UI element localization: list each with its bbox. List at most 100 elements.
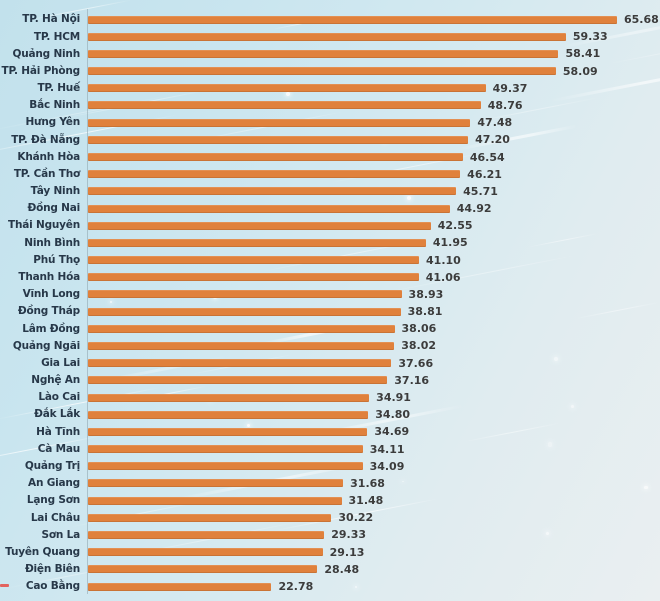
category-label: Sơn La [41, 528, 81, 541]
category-label: Vĩnh Long [22, 288, 81, 301]
bar-row: Quảng Ngãi 38.02 [0, 337, 660, 354]
bar [88, 135, 469, 144]
bar [88, 256, 420, 265]
bar [88, 548, 323, 557]
category-label: Lạng Sơn [26, 494, 80, 507]
bar-row: An Giang 31.68 [0, 475, 660, 492]
bar-row: TP. Đà Nẵng 47.20 [0, 131, 660, 148]
value-label: 46.54 [469, 150, 505, 164]
bar-row: Hưng Yên 47.48 [0, 114, 660, 131]
bar [88, 496, 342, 505]
bar [88, 32, 566, 41]
bar [88, 67, 556, 76]
bar [88, 101, 481, 110]
bar-row: Quảng Ninh 58.41 [0, 45, 660, 62]
category-label: Tây Ninh [30, 185, 81, 198]
category-label: Đồng Tháp [17, 305, 80, 318]
bar [88, 427, 368, 436]
bar [88, 410, 369, 419]
value-label: 31.48 [348, 494, 384, 508]
category-label: Nghệ An [31, 374, 80, 387]
value-label: 41.10 [426, 253, 461, 267]
value-label: 42.55 [437, 219, 473, 233]
bar [88, 118, 471, 127]
value-label: 34.69 [374, 425, 410, 439]
bar [88, 49, 559, 58]
category-label: An Giang [28, 477, 80, 490]
category-label: TP. Đà Nẵng [11, 133, 80, 146]
category-label: Lai Châu [30, 511, 80, 524]
bar-row: Sơn La 29.33 [0, 526, 660, 543]
category-label: Lào Cai [38, 391, 80, 404]
bar [88, 290, 402, 299]
value-label: 41.06 [425, 270, 461, 284]
value-label: 34.80 [375, 408, 411, 422]
value-label: 59.33 [572, 30, 608, 44]
bar-row: Đắk Lắk 34.80 [0, 406, 660, 423]
bar-row: Vĩnh Long 38.93 [0, 286, 660, 303]
category-label: Quảng Ngãi [12, 339, 80, 352]
value-label: 28.48 [324, 562, 360, 576]
bar-row: Điện Biên 28.48 [0, 561, 660, 578]
value-label: 58.09 [562, 64, 598, 78]
y-axis-line [87, 9, 88, 594]
value-label: 22.78 [278, 580, 314, 594]
value-label: 38.81 [407, 305, 443, 319]
bar-row: Thanh Hóa 41.06 [0, 269, 660, 286]
value-label: 38.93 [408, 287, 444, 301]
value-label: 58.41 [565, 47, 601, 61]
bar-row: Lâm Đồng 38.06 [0, 320, 660, 337]
category-label: TP. Hải Phòng [1, 64, 81, 77]
category-label: TP. Huế [37, 82, 80, 95]
category-label: Thanh Hóa [18, 271, 80, 284]
category-label: Quảng Ninh [12, 47, 81, 60]
value-label: 37.66 [398, 356, 434, 370]
category-label: Bắc Ninh [29, 99, 80, 112]
category-label: TP. Cần Thơ [13, 167, 80, 180]
bar-row: Nghệ An 37.16 [0, 372, 660, 389]
value-label: 47.20 [475, 133, 510, 147]
value-label: 49.37 [492, 81, 528, 95]
bar [88, 307, 401, 316]
category-label: Hà Tĩnh [36, 425, 80, 438]
bar [88, 445, 363, 454]
category-label: Ninh Bình [24, 236, 80, 249]
bar [88, 324, 395, 333]
bar-row: Gia Lai 37.66 [0, 355, 660, 372]
category-label: Phú Thọ [33, 253, 80, 266]
value-label: 47.48 [477, 116, 513, 130]
value-label: 45.71 [463, 184, 498, 198]
bar [88, 15, 617, 24]
bar [88, 238, 426, 247]
category-label: Tuyên Quang [5, 545, 80, 558]
value-label: 29.13 [329, 545, 365, 559]
value-label: 38.06 [401, 322, 437, 336]
value-label: 65.68 [624, 13, 659, 27]
bar [88, 204, 450, 213]
red-dash-decor [0, 584, 9, 587]
category-label: Khánh Hòa [17, 150, 80, 163]
category-label: Đắk Lắk [34, 408, 80, 421]
bar [88, 187, 457, 196]
bar [88, 462, 363, 471]
bar [88, 359, 392, 368]
value-label: 31.68 [350, 476, 385, 490]
bar-row: Đồng Tháp 38.81 [0, 303, 660, 320]
bar [88, 513, 332, 522]
bar-row: TP. Hải Phòng 58.09 [0, 63, 660, 80]
bar [88, 376, 388, 385]
bar-row: Lai Châu 30.22 [0, 509, 660, 526]
bar-row: Tây Ninh 45.71 [0, 183, 660, 200]
bar-row: Thái Nguyên 42.55 [0, 217, 660, 234]
value-label: 38.02 [401, 339, 437, 353]
bar-row: Bắc Ninh 48.76 [0, 97, 660, 114]
bar-row: TP. Hà Nội 65.68 [0, 11, 660, 28]
value-label: 34.09 [369, 459, 405, 473]
category-label: Cà Mau [37, 442, 80, 455]
bar [88, 221, 431, 230]
bar-row: Quảng Trị 34.09 [0, 458, 660, 475]
bar [88, 84, 486, 93]
bar-row: Đồng Nai 44.92 [0, 200, 660, 217]
